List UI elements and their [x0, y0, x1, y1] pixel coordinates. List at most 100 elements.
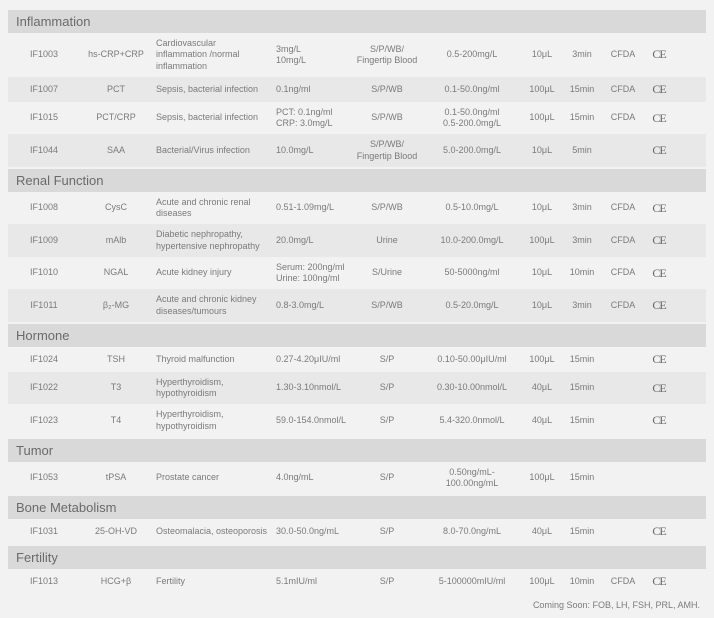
cell-registration: CFDA: [602, 111, 644, 124]
footer-note: Coming Soon: FOB, LH, FSH, PRL, AMH.: [8, 594, 706, 610]
cell-analyte: PCT: [80, 83, 152, 96]
cell-registration: [602, 358, 644, 360]
table-row: IF1015PCT/CRPSepsis, bacterial infection…: [8, 102, 706, 135]
cell-sample: S/P: [352, 353, 422, 366]
table-row: IF103125-OH-VDOsteomalacia, osteoporosis…: [8, 519, 706, 544]
cell-registration: CFDA: [602, 299, 644, 312]
cell-registration: CFDA: [602, 48, 644, 61]
cell-volume: 100μL: [522, 83, 562, 96]
cell-registration: CFDA: [602, 234, 644, 247]
cell-cutoff: 0.51-1.09mg/L: [272, 201, 352, 214]
table-row: IF1013HCG+βFertility5.1mIU/mlS/P5-100000…: [8, 569, 706, 594]
cell-registration: CFDA: [602, 575, 644, 588]
cell-sample: S/P/WB: [352, 83, 422, 96]
cell-analyte: TSH: [80, 353, 152, 366]
cell-code: IF1009: [8, 234, 80, 247]
cell-sample: S/P: [352, 525, 422, 538]
cell-analyte: T4: [80, 414, 152, 427]
cell-volume: 10μL: [522, 266, 562, 279]
cell-ce-mark: CE: [644, 573, 674, 590]
cell-sample: S/Urine: [352, 266, 422, 279]
cell-sample: S/P: [352, 471, 422, 484]
cell-sample: S/P: [352, 575, 422, 588]
cell-ce-mark: CE: [644, 297, 674, 314]
cell-code: IF1008: [8, 201, 80, 214]
cell-ce-mark: CE: [644, 380, 674, 397]
table-row: IF1008CysCAcute and chronic renal diseas…: [8, 192, 706, 225]
cell-analyte: mAlb: [80, 234, 152, 247]
cell-volume: 100μL: [522, 111, 562, 124]
cell-clinical: Prostate cancer: [152, 471, 272, 484]
cell-cutoff: 59.0-154.0nmol/L: [272, 414, 352, 427]
cell-cutoff: 0.8-3.0mg/L: [272, 299, 352, 312]
cell-time: 3min: [562, 234, 602, 247]
cell-time: 3min: [562, 299, 602, 312]
cell-clinical: Sepsis, bacterial infection: [152, 111, 272, 124]
cell-analyte: 25-OH-VD: [80, 525, 152, 538]
cell-registration: [602, 150, 644, 152]
cell-code: IF1013: [8, 575, 80, 588]
cell-cutoff: 30.0-50.0ng/mL: [272, 525, 352, 538]
cell-cutoff: 0.1ng/ml: [272, 83, 352, 96]
cell-analyte: T3: [80, 381, 152, 394]
cell-clinical: Acute kidney injury: [152, 266, 272, 279]
cell-registration: [602, 387, 644, 389]
cell-code: IF1010: [8, 266, 80, 279]
cell-volume: 100μL: [522, 234, 562, 247]
cell-volume: 40μL: [522, 381, 562, 394]
cell-time: 15min: [562, 83, 602, 96]
cell-clinical: Sepsis, bacterial infection: [152, 83, 272, 96]
cell-ce-mark: CE: [644, 110, 674, 127]
cell-analyte: NGAL: [80, 266, 152, 279]
cell-volume: 10μL: [522, 201, 562, 214]
section-header: Bone Metabolism: [8, 496, 706, 519]
cell-range: 0.50ng/mL-100.00ng/mL: [422, 466, 522, 491]
cell-analyte: HCG+β: [80, 575, 152, 588]
cell-clinical: Diabetic nephropathy, hypertensive nephr…: [152, 228, 272, 253]
cell-time: 3min: [562, 201, 602, 214]
cell-cutoff: 3mg/L10mg/L: [272, 43, 352, 68]
cell-time: 5min: [562, 144, 602, 157]
cell-registration: CFDA: [602, 201, 644, 214]
cell-sample: S/P/WB: [352, 201, 422, 214]
section-header: Fertility: [8, 546, 706, 569]
table-row: IF1003hs-CRP+CRPCardiovascular inflammat…: [8, 33, 706, 77]
cell-volume: 40μL: [522, 525, 562, 538]
cell-ce-mark: [644, 477, 674, 479]
cell-volume: 40μL: [522, 414, 562, 427]
cell-registration: [602, 420, 644, 422]
cell-range: 8.0-70.0ng/mL: [422, 525, 522, 538]
cell-cutoff: 0.27-4.20μIU/ml: [272, 353, 352, 366]
cell-analyte: β₂-MG: [80, 299, 152, 312]
cell-range: 0.5-10.0mg/L: [422, 201, 522, 214]
table-row: IF1009mAlbDiabetic nephropathy, hyperten…: [8, 224, 706, 257]
cell-analyte: hs-CRP+CRP: [80, 48, 152, 61]
cell-volume: 10μL: [522, 144, 562, 157]
cell-analyte: PCT/CRP: [80, 111, 152, 124]
cell-cutoff: PCT: 0.1ng/mlCRP: 3.0mg/L: [272, 106, 352, 131]
cell-sample: S/P: [352, 414, 422, 427]
cell-cutoff: 5.1mIU/ml: [272, 575, 352, 588]
cell-volume: 100μL: [522, 575, 562, 588]
cell-range: 10.0-200.0mg/L: [422, 234, 522, 247]
cell-clinical: Thyroid malfunction: [152, 353, 272, 366]
cell-sample: S/P/WB/Fingertip Blood: [352, 138, 422, 163]
cell-time: 15min: [562, 381, 602, 394]
cell-volume: 100μL: [522, 353, 562, 366]
section-header: Renal Function: [8, 169, 706, 192]
table-row: IF1022T3Hyperthyroidism, hypothyroidism1…: [8, 372, 706, 405]
cell-cutoff: 20.0mg/L: [272, 234, 352, 247]
cell-code: IF1007: [8, 83, 80, 96]
assay-table: InflammationIF1003hs-CRP+CRPCardiovascul…: [8, 10, 706, 594]
cell-range: 0.10-50.00μIU/ml: [422, 353, 522, 366]
cell-sample: S/P/WB/Fingertip Blood: [352, 43, 422, 68]
table-row: IF1024TSHThyroid malfunction0.27-4.20μIU…: [8, 347, 706, 372]
section-header: Hormone: [8, 324, 706, 347]
cell-code: IF1044: [8, 144, 80, 157]
cell-ce-mark: CE: [644, 200, 674, 217]
table-row: IF1010NGALAcute kidney injurySerum: 200n…: [8, 257, 706, 290]
section-header: Tumor: [8, 439, 706, 462]
cell-analyte: SAA: [80, 144, 152, 157]
cell-ce-mark: CE: [644, 142, 674, 159]
cell-range: 0.30-10.00nmol/L: [422, 381, 522, 394]
